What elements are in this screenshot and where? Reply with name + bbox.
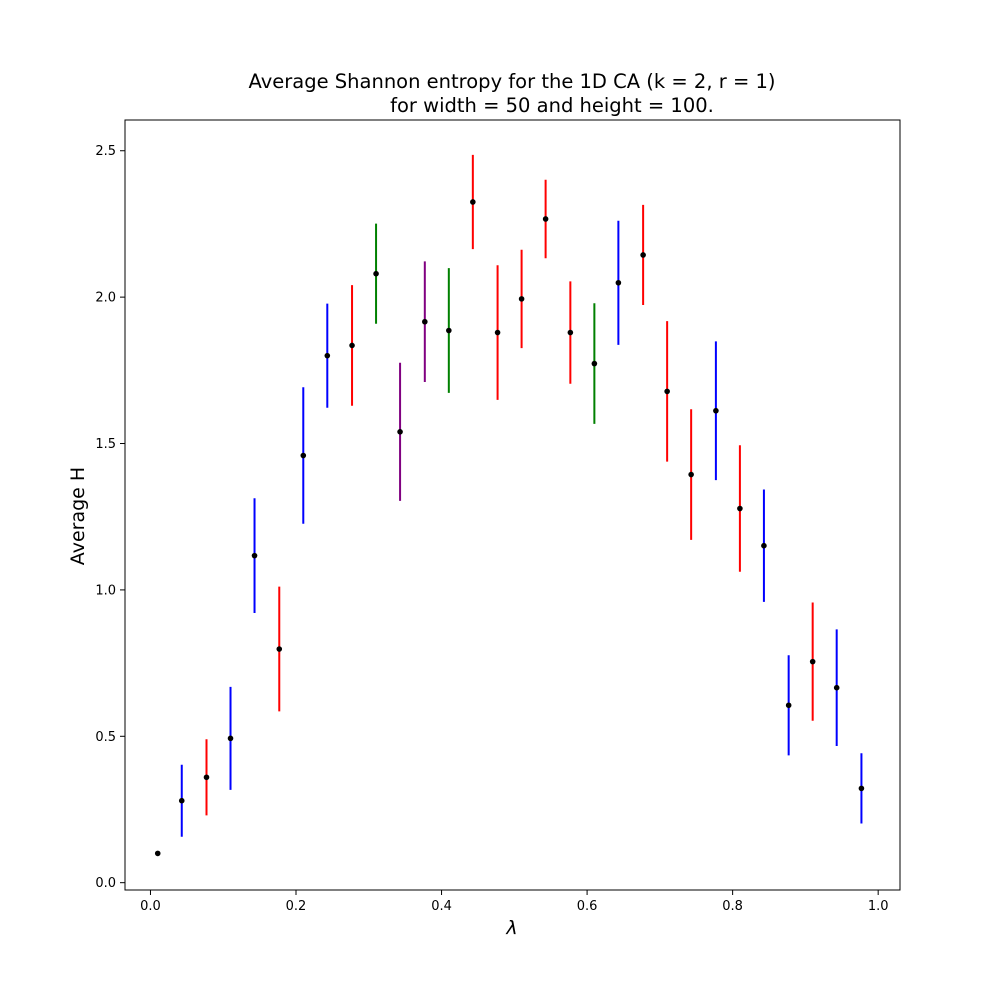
data-point-18 <box>591 360 598 367</box>
data-point-26 <box>785 702 792 709</box>
data-point-4 <box>251 552 258 559</box>
data-point-2 <box>203 774 210 781</box>
data-point-0 <box>154 850 161 857</box>
y-tick-label-4: 2.0 <box>95 291 116 306</box>
y-tick-label-0: 0.0 <box>95 876 116 891</box>
data-point-25 <box>761 542 767 549</box>
data-point-1 <box>178 797 185 804</box>
x-tick-label-3: 0.6 <box>577 899 598 914</box>
x-tick-label-0: 0.0 <box>140 899 161 914</box>
data-point-12 <box>446 327 452 334</box>
y-tick-label-3: 1.5 <box>95 437 116 452</box>
chart-title-line-2: for width = 50 and height = 100. <box>390 94 714 117</box>
data-point-14 <box>494 329 501 336</box>
data-point-11 <box>422 318 428 325</box>
data-point-23 <box>713 407 719 414</box>
data-point-21 <box>664 388 670 395</box>
chart-title-line-1: Average Shannon entropy for the 1D CA (k… <box>249 70 776 93</box>
data-point-27 <box>809 658 816 665</box>
data-point-13 <box>470 199 476 205</box>
data-point-17 <box>567 329 574 336</box>
data-point-28 <box>833 684 840 691</box>
data-point-10 <box>397 429 403 435</box>
data-point-5 <box>276 646 283 652</box>
data-point-22 <box>688 471 694 478</box>
data-point-6 <box>300 452 307 459</box>
y-tick-label-1: 0.5 <box>95 730 116 745</box>
data-point-29 <box>858 785 865 792</box>
data-point-19 <box>615 279 622 286</box>
x-tick-label-5: 1.0 <box>868 899 889 914</box>
data-point-24 <box>737 505 743 512</box>
x-ticks: 0.0 0.2 0.4 0.6 0.8 1.0 <box>140 890 889 914</box>
plot-frame <box>124 119 901 891</box>
x-tick-label-2: 0.4 <box>431 899 452 914</box>
x-axis-label: λ <box>505 917 517 939</box>
x-tick-label-4: 0.8 <box>722 899 743 914</box>
data-point-9 <box>373 270 379 277</box>
data-point-7 <box>324 352 331 359</box>
data-point-15 <box>518 296 525 302</box>
x-tick-label-1: 0.2 <box>286 899 307 914</box>
data-point-16 <box>542 216 549 222</box>
y-axis-label: Average H <box>67 467 89 565</box>
y-tick-label-5: 2.5 <box>95 144 116 159</box>
data-point-8 <box>349 342 355 349</box>
y-tick-label-2: 1.0 <box>95 583 116 598</box>
data-point-20 <box>640 252 646 258</box>
data-point-3 <box>227 735 234 742</box>
series-layer <box>154 154 865 857</box>
y-ticks: 0.0 0.5 1.0 1.5 2.0 2.5 <box>95 144 125 891</box>
